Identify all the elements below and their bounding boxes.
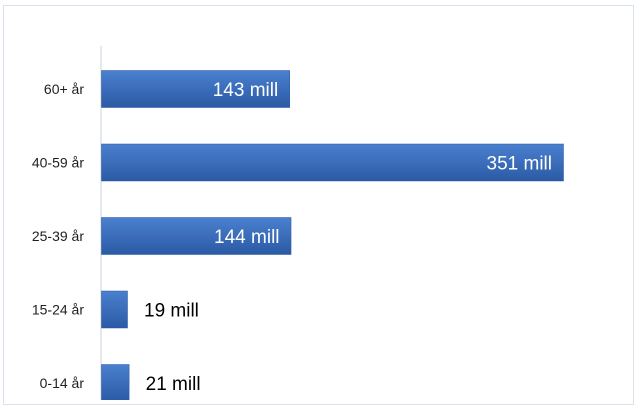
bar-0: [101, 70, 290, 108]
category-label-3: 15-24 år: [32, 302, 84, 318]
value-label-0: 143 mill: [213, 80, 278, 101]
category-label-1: 40-59 år: [32, 155, 84, 171]
category-label-0: 60+ år: [44, 81, 84, 97]
bar-1: [101, 143, 564, 182]
bar-3: [101, 290, 128, 329]
category-label-2: 25-39 år: [32, 228, 84, 244]
value-label-4: 21 mill: [146, 374, 201, 395]
bar-2: [101, 217, 292, 255]
value-label-3: 19 mill: [144, 301, 199, 322]
bar-4: [101, 364, 130, 400]
category-label-4: 0-14 år: [40, 375, 85, 391]
value-label-2: 144 mill: [214, 227, 279, 248]
value-label-1: 351 mill: [487, 154, 552, 175]
